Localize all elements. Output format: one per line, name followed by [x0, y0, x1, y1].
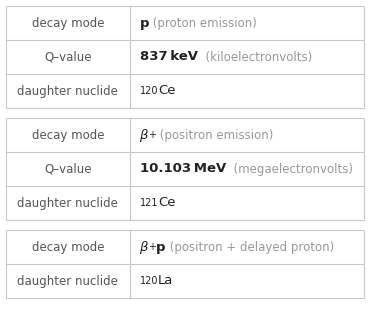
Text: (megaelectronvolts): (megaelectronvolts) — [226, 162, 353, 175]
Text: decay mode: decay mode — [31, 16, 104, 29]
Text: Ce: Ce — [158, 197, 175, 210]
Text: +: + — [148, 130, 156, 140]
Bar — [6, 230, 364, 298]
Text: La: La — [158, 275, 174, 288]
Text: 120: 120 — [139, 276, 158, 286]
Text: β: β — [139, 240, 148, 253]
Text: β: β — [139, 129, 148, 142]
Bar — [6, 6, 364, 108]
Text: daughter nuclide: daughter nuclide — [17, 84, 118, 98]
Text: p: p — [156, 240, 165, 253]
Text: p: p — [139, 16, 149, 29]
Text: (kiloelectronvolts): (kiloelectronvolts) — [198, 51, 312, 64]
Text: daughter nuclide: daughter nuclide — [17, 197, 118, 210]
Bar — [6, 118, 364, 220]
Text: 837 keV: 837 keV — [139, 51, 198, 64]
Text: (positron emission): (positron emission) — [156, 129, 273, 142]
Text: 121: 121 — [139, 198, 158, 208]
Text: decay mode: decay mode — [31, 129, 104, 142]
Text: decay mode: decay mode — [31, 240, 104, 253]
Text: daughter nuclide: daughter nuclide — [17, 275, 118, 288]
Text: Q–value: Q–value — [44, 162, 91, 175]
Text: 120: 120 — [139, 86, 158, 96]
Text: 10.103 MeV: 10.103 MeV — [139, 162, 226, 175]
Text: Ce: Ce — [158, 84, 175, 98]
Text: Q–value: Q–value — [44, 51, 91, 64]
Text: (proton emission): (proton emission) — [149, 16, 257, 29]
Text: (positron + delayed proton): (positron + delayed proton) — [165, 240, 334, 253]
Text: +: + — [148, 242, 156, 252]
